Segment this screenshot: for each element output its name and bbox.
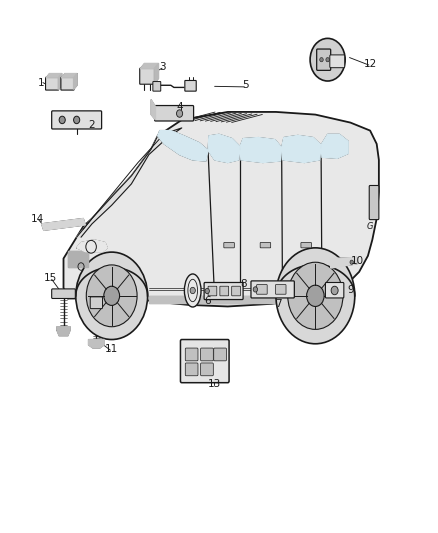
Polygon shape	[240, 138, 282, 163]
FancyBboxPatch shape	[185, 80, 196, 91]
FancyBboxPatch shape	[257, 285, 267, 294]
Circle shape	[253, 287, 258, 292]
Circle shape	[307, 285, 324, 306]
Circle shape	[350, 260, 353, 264]
Circle shape	[310, 38, 345, 81]
Polygon shape	[88, 340, 104, 348]
FancyBboxPatch shape	[140, 68, 155, 84]
Text: 1: 1	[38, 78, 45, 87]
Text: 14: 14	[31, 214, 44, 223]
Circle shape	[177, 110, 183, 117]
Circle shape	[276, 248, 355, 344]
FancyBboxPatch shape	[153, 82, 161, 91]
Text: 4: 4	[176, 102, 183, 111]
Text: 8: 8	[240, 279, 247, 288]
FancyBboxPatch shape	[220, 286, 229, 296]
FancyBboxPatch shape	[46, 77, 59, 90]
Circle shape	[205, 288, 209, 294]
Text: 5: 5	[242, 80, 249, 90]
Circle shape	[326, 58, 329, 62]
FancyBboxPatch shape	[301, 243, 311, 248]
FancyBboxPatch shape	[180, 340, 229, 383]
Circle shape	[320, 58, 323, 62]
Polygon shape	[77, 240, 107, 252]
FancyBboxPatch shape	[276, 285, 286, 294]
FancyBboxPatch shape	[251, 281, 294, 298]
FancyBboxPatch shape	[204, 282, 243, 300]
FancyBboxPatch shape	[224, 243, 234, 248]
FancyBboxPatch shape	[201, 348, 213, 361]
FancyBboxPatch shape	[325, 282, 344, 298]
Polygon shape	[158, 131, 208, 161]
FancyBboxPatch shape	[369, 185, 379, 220]
Polygon shape	[58, 74, 62, 90]
Polygon shape	[46, 74, 62, 78]
FancyBboxPatch shape	[214, 348, 226, 361]
FancyBboxPatch shape	[201, 363, 213, 376]
FancyBboxPatch shape	[155, 106, 194, 121]
Text: 6: 6	[205, 296, 212, 306]
Polygon shape	[61, 74, 77, 78]
Polygon shape	[57, 327, 70, 336]
Text: G: G	[367, 222, 373, 231]
FancyBboxPatch shape	[185, 348, 198, 361]
Text: 9: 9	[347, 286, 354, 295]
Circle shape	[288, 262, 343, 329]
Polygon shape	[321, 134, 348, 158]
Circle shape	[331, 286, 338, 295]
FancyBboxPatch shape	[330, 55, 345, 68]
Circle shape	[104, 286, 120, 305]
Polygon shape	[331, 257, 357, 268]
FancyBboxPatch shape	[52, 111, 102, 129]
Text: 3: 3	[159, 62, 166, 71]
Polygon shape	[154, 63, 159, 84]
Polygon shape	[64, 112, 379, 306]
Circle shape	[190, 287, 195, 294]
FancyBboxPatch shape	[317, 49, 331, 70]
Text: 11: 11	[105, 344, 118, 354]
Text: 2: 2	[88, 120, 95, 130]
Text: 10: 10	[350, 256, 364, 266]
Polygon shape	[140, 63, 159, 69]
FancyBboxPatch shape	[260, 243, 271, 248]
Polygon shape	[68, 251, 88, 266]
Polygon shape	[77, 128, 182, 237]
Ellipse shape	[184, 274, 201, 307]
FancyBboxPatch shape	[52, 289, 75, 298]
Circle shape	[86, 265, 137, 327]
Polygon shape	[42, 219, 85, 230]
FancyBboxPatch shape	[232, 286, 240, 296]
Polygon shape	[149, 296, 328, 303]
Polygon shape	[282, 135, 321, 163]
Circle shape	[76, 252, 148, 340]
Polygon shape	[74, 74, 77, 90]
Text: 15: 15	[44, 273, 57, 283]
Text: 13: 13	[208, 379, 221, 389]
Text: 12: 12	[364, 59, 377, 69]
FancyBboxPatch shape	[61, 77, 74, 90]
Circle shape	[59, 116, 65, 124]
Circle shape	[74, 116, 80, 124]
FancyBboxPatch shape	[185, 363, 198, 376]
Text: 7: 7	[275, 299, 282, 309]
FancyBboxPatch shape	[208, 286, 217, 296]
FancyBboxPatch shape	[90, 297, 102, 309]
Polygon shape	[208, 134, 240, 163]
Polygon shape	[151, 100, 155, 120]
